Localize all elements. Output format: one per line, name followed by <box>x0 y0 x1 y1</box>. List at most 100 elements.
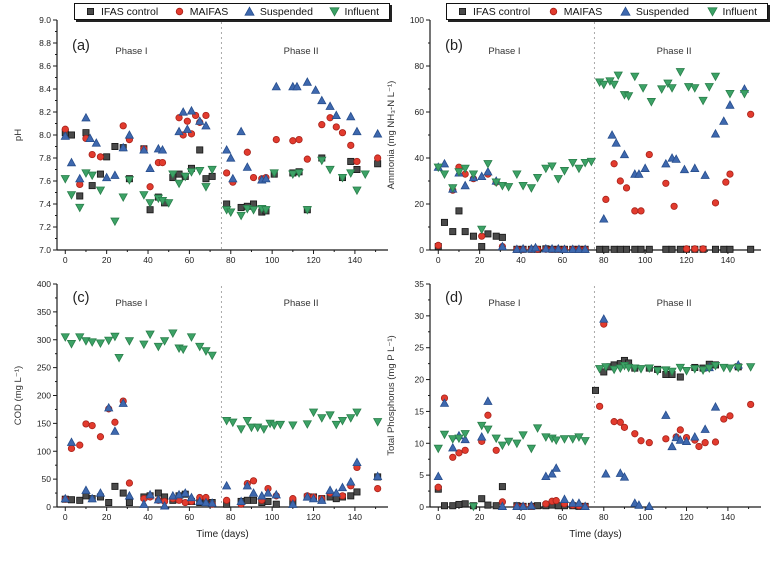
svg-text:7.6: 7.6 <box>39 176 51 186</box>
svg-text:(c): (c) <box>73 290 90 306</box>
svg-text:40: 40 <box>143 512 153 522</box>
svg-text:40: 40 <box>415 153 425 163</box>
svg-text:120: 120 <box>306 255 320 265</box>
series-influent <box>60 156 370 227</box>
svg-text:100: 100 <box>638 255 652 265</box>
svg-text:120: 120 <box>679 512 693 522</box>
svg-text:0: 0 <box>436 512 441 522</box>
svg-text:250: 250 <box>37 363 51 373</box>
legend-panel-a: IFAS control MAIFAS Suspended Influent <box>74 3 390 20</box>
svg-text:(d): (d) <box>445 290 463 306</box>
svg-text:60: 60 <box>558 512 568 522</box>
square-marker-icon <box>459 8 466 15</box>
subplot-c <box>53 283 388 511</box>
legend-item-influent: Influent <box>328 5 379 18</box>
svg-text:150: 150 <box>37 418 51 428</box>
svg-text:0: 0 <box>419 245 424 255</box>
svg-text:Phase II: Phase II <box>284 298 319 309</box>
svg-text:80: 80 <box>226 512 236 522</box>
svg-text:40: 40 <box>516 255 526 265</box>
svg-text:100: 100 <box>37 446 51 456</box>
svg-text:60: 60 <box>558 255 568 265</box>
legend-item-suspended: Suspended <box>620 6 689 18</box>
series-suspended <box>60 398 383 510</box>
svg-text:7.4: 7.4 <box>39 199 51 209</box>
legend-item-influent: Influent <box>706 6 757 18</box>
svg-text:Phase I: Phase I <box>115 298 147 309</box>
svg-text:0: 0 <box>46 502 51 512</box>
svg-text:7.8: 7.8 <box>39 153 51 163</box>
svg-text:20: 20 <box>475 255 485 265</box>
legend-label: Suspended <box>259 5 313 18</box>
triangle-down-marker-icon <box>328 7 340 17</box>
svg-text:20: 20 <box>102 512 112 522</box>
svg-text:20: 20 <box>415 199 425 209</box>
svg-text:20: 20 <box>475 512 485 522</box>
svg-text:Time (days): Time (days) <box>569 529 621 540</box>
svg-text:5: 5 <box>419 470 424 480</box>
circle-marker-icon <box>549 7 557 16</box>
svg-text:80: 80 <box>599 255 609 265</box>
svg-text:15: 15 <box>415 406 425 416</box>
svg-text:Phase I: Phase I <box>115 46 147 57</box>
svg-text:8.4: 8.4 <box>39 84 51 94</box>
series-influent <box>433 361 756 512</box>
svg-text:7.2: 7.2 <box>39 222 51 232</box>
svg-text:40: 40 <box>143 255 153 265</box>
svg-text:COD (mg L⁻¹): COD (mg L⁻¹) <box>13 366 24 425</box>
svg-text:Total Phosphorus (mg P L⁻¹): Total Phosphorus (mg P L⁻¹) <box>386 335 397 455</box>
svg-text:8.0: 8.0 <box>39 130 51 140</box>
svg-text:(a): (a) <box>72 38 90 54</box>
svg-text:Ammonia (mg NH₃-N L⁻¹): Ammonia (mg NH₃-N L⁻¹) <box>386 81 397 190</box>
subplot-d <box>426 283 761 512</box>
svg-text:120: 120 <box>679 255 693 265</box>
svg-text:100: 100 <box>410 15 424 25</box>
svg-text:0: 0 <box>419 502 424 512</box>
svg-text:120: 120 <box>306 512 320 522</box>
svg-text:Phase I: Phase I <box>488 298 520 309</box>
svg-text:140: 140 <box>721 255 735 265</box>
svg-text:10: 10 <box>415 438 425 448</box>
svg-text:0: 0 <box>436 255 441 265</box>
svg-text:8.2: 8.2 <box>39 107 51 117</box>
legend-label: MAIFAS <box>189 5 229 18</box>
svg-text:200: 200 <box>37 391 51 401</box>
svg-text:40: 40 <box>516 512 526 522</box>
svg-text:pH: pH <box>13 129 24 141</box>
svg-text:20: 20 <box>415 375 425 385</box>
svg-text:60: 60 <box>185 255 195 265</box>
svg-text:35: 35 <box>415 279 425 289</box>
triangle-up-marker-icon <box>244 6 255 16</box>
svg-text:140: 140 <box>348 512 362 522</box>
svg-text:25: 25 <box>415 343 425 353</box>
legend-label: IFAS control <box>473 5 531 18</box>
svg-text:100: 100 <box>265 512 279 522</box>
series-suspended <box>60 77 383 184</box>
svg-text:Phase II: Phase II <box>657 46 692 57</box>
triangle-up-marker-icon <box>620 6 631 16</box>
svg-text:20: 20 <box>102 255 112 265</box>
legend-label: Influent <box>344 5 379 18</box>
svg-text:0: 0 <box>63 255 68 265</box>
svg-text:80: 80 <box>226 255 236 265</box>
svg-text:Time (days): Time (days) <box>196 529 248 540</box>
svg-text:100: 100 <box>638 512 652 522</box>
series-suspended <box>433 314 743 510</box>
legend-panel-b: IFAS control MAIFAS Suspended Influent <box>446 3 768 20</box>
svg-text:140: 140 <box>348 255 362 265</box>
svg-text:50: 50 <box>42 474 52 484</box>
legend-item-maifas: MAIFAS <box>548 6 602 18</box>
svg-text:300: 300 <box>37 335 51 345</box>
svg-text:8.6: 8.6 <box>39 61 51 71</box>
svg-text:80: 80 <box>415 61 425 71</box>
legend-item-ifas-control: IFAS control <box>85 6 158 18</box>
legend-label: IFAS control <box>101 5 159 18</box>
legend-label: Suspended <box>635 5 689 18</box>
svg-text:30: 30 <box>415 311 425 321</box>
triangle-down-marker-icon <box>706 7 718 17</box>
series-influent <box>60 329 383 434</box>
svg-text:350: 350 <box>37 307 51 317</box>
legend-item-suspended: Suspended <box>244 6 313 18</box>
svg-text:60: 60 <box>185 512 195 522</box>
